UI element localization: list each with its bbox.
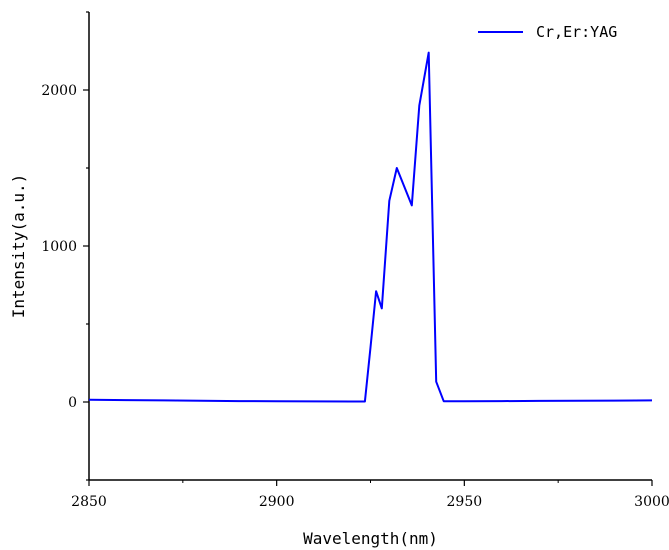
series-group — [88, 51, 653, 403]
y-tick-label: 0 — [68, 395, 77, 411]
legend: Cr,Er:YAG — [478, 23, 617, 41]
axes — [88, 12, 652, 481]
x-axis-label: Wavelength(nm) — [303, 529, 438, 548]
y-tick-label: 1000 — [41, 239, 77, 255]
x-tick-label: 2850 — [71, 494, 107, 510]
x-tick-label: 2950 — [447, 494, 483, 510]
legend-label: Cr,Er:YAG — [536, 23, 617, 41]
ticks: 2850 2900 2950 3000 0 1000 2000 — [41, 11, 669, 510]
x-tick-label: 2900 — [259, 494, 295, 510]
y-axis-label: Intensity(a.u.) — [9, 174, 28, 319]
y-tick-label: 2000 — [41, 83, 77, 99]
series-line-cr-er-yag — [88, 51, 653, 403]
x-tick-label: 3000 — [634, 494, 669, 510]
